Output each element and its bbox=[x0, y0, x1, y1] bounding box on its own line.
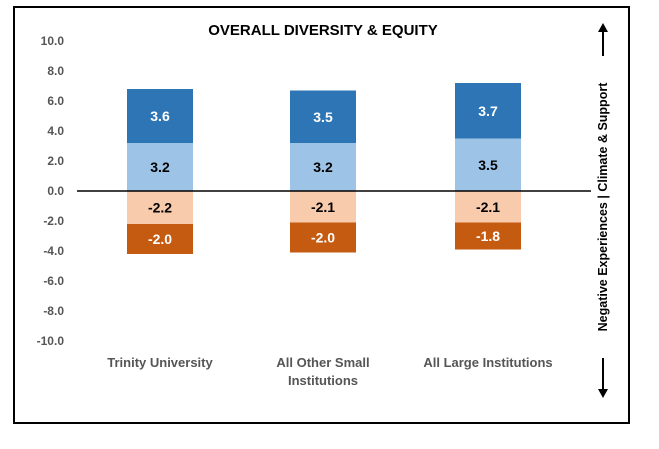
bar-value-label: 3.2 bbox=[150, 159, 170, 175]
bar-segment bbox=[127, 191, 193, 224]
bar-value-label: 3.7 bbox=[478, 103, 498, 119]
bar-segment bbox=[127, 224, 193, 254]
y-tick-label: 10.0 bbox=[41, 34, 65, 48]
category-label: Institutions bbox=[288, 373, 358, 388]
chart-svg: OVERALL DIVERSITY & EQUITY 10.0 8.0 6.0 4.0… bbox=[37, 22, 610, 398]
bar-value-label: -1.8 bbox=[476, 228, 500, 244]
category-label: All Large Institutions bbox=[423, 355, 552, 370]
y-tick-label: 4.0 bbox=[47, 124, 64, 138]
arrow-up-head-icon bbox=[598, 23, 608, 32]
y-tick-label: 6.0 bbox=[47, 94, 64, 108]
bar-segment bbox=[290, 143, 356, 191]
y-tick-label: 2.0 bbox=[47, 154, 64, 168]
bars: 3.2 3.6 -2.2 -2.0 3.2 3.5 -2.1 -2.0 3.5 3.7 -2.1 -1… bbox=[127, 83, 521, 254]
bar-segment bbox=[455, 222, 521, 250]
category-labels: Trinity University All Other Small Institu… bbox=[107, 355, 552, 388]
side-annotation: Negative Experiences | Climate & Support bbox=[596, 23, 610, 398]
y-tick-label: -6.0 bbox=[43, 274, 64, 288]
bar-value-label: 3.5 bbox=[313, 109, 333, 125]
bar-value-label: 3.6 bbox=[150, 108, 170, 124]
bar-value-label: -2.0 bbox=[148, 231, 172, 247]
bar-segment bbox=[290, 222, 356, 253]
y-axis: 10.0 8.0 6.0 4.0 2.0 0.0 -2.0 -4.0 -6.0 -8.0 -10.0 bbox=[37, 34, 65, 348]
bar-segment bbox=[455, 138, 521, 191]
bar-segment bbox=[127, 89, 193, 143]
y-tick-label: -10.0 bbox=[37, 334, 65, 348]
bar-value-label: -2.1 bbox=[476, 199, 500, 215]
chart-title: OVERALL DIVERSITY & EQUITY bbox=[208, 22, 437, 39]
side-axis-label: Negative Experiences | Climate & Support bbox=[596, 82, 610, 332]
y-tick-label: -8.0 bbox=[43, 304, 64, 318]
bar-value-label: -2.2 bbox=[148, 200, 172, 216]
y-tick-label: 8.0 bbox=[47, 64, 64, 78]
bar-segment bbox=[455, 191, 521, 223]
chart-frame: OVERALL DIVERSITY & EQUITY 10.0 8.0 6.0 4.0… bbox=[13, 6, 630, 424]
y-tick-label: -2.0 bbox=[43, 214, 64, 228]
category-label: All Other Small bbox=[276, 355, 369, 370]
bar-segment bbox=[290, 90, 356, 143]
y-tick-label: 0.0 bbox=[47, 184, 64, 198]
y-tick-label: -4.0 bbox=[43, 244, 64, 258]
bar-segment bbox=[455, 83, 521, 139]
bar-segment bbox=[127, 143, 193, 191]
bar-value-label: -2.1 bbox=[311, 199, 335, 215]
bar-value-label: -2.0 bbox=[311, 230, 335, 246]
category-label: Trinity University bbox=[107, 355, 213, 370]
bar-value-label: 3.5 bbox=[478, 157, 498, 173]
arrow-down-head-icon bbox=[598, 389, 608, 398]
bar-value-label: 3.2 bbox=[313, 159, 333, 175]
bar-segment bbox=[290, 191, 356, 223]
